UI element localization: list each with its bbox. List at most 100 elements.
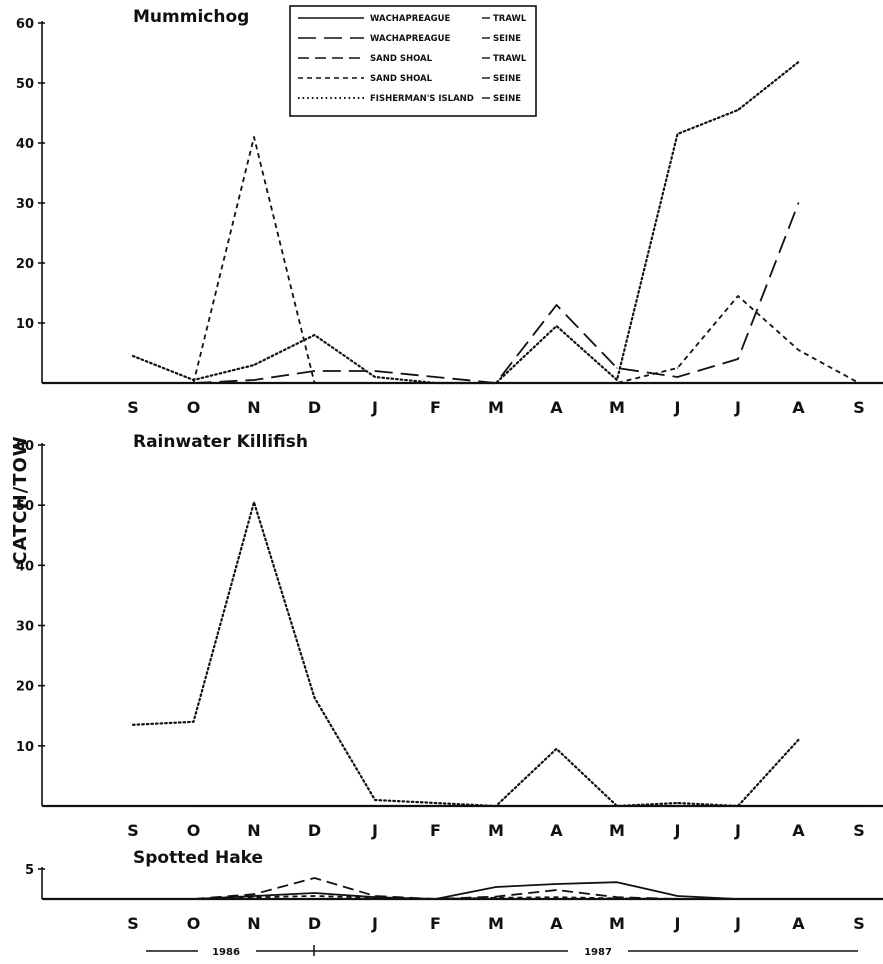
y-tick-label-10: 10 [16,317,34,332]
data-point [797,739,800,741]
panel-1: 10 20 30 40 50 60 S O N D J F M A M J J A S Rainwater Killi… [16,432,883,840]
x-tick-label-11: A [792,398,805,417]
data-point [797,61,800,63]
x-tick-label-3: D [308,914,321,933]
data-point [374,805,376,807]
legend-item-3: SAND SHOAL SEINE [298,74,521,84]
panel-2: 5 S O N D J F M A M J J A S Spotted Hake [25,848,883,933]
x-tick-label-8: M [609,914,625,933]
legend-site: SAND SHOAL [370,54,433,64]
data-point [132,724,134,726]
year-bar: 1986 1987 [146,945,858,958]
x-tick-label-2: N [247,821,260,840]
x-tick-label-3: D [308,821,321,840]
y-tick-label-10: 10 [16,740,34,755]
data-point [676,895,679,897]
series-1 [192,202,800,384]
x-tick-label-4: J [371,398,378,417]
x-tick-label-2: N [247,398,260,417]
series-0 [131,501,800,808]
data-point [676,805,679,807]
legend-item-4: FISHERMAN'S ISLAND SEINE [298,94,521,104]
data-point [313,892,316,894]
x-tick-label-8: M [609,821,625,840]
data-point [374,895,376,897]
legend-site: FISHERMAN'S ISLAND [370,94,474,104]
data-point [313,370,316,372]
legend-gear: TRAWL [493,54,527,64]
y-tick-label-5: 5 [25,863,34,878]
data-point [737,358,739,360]
data-point [495,382,497,384]
x-tick-label-0: S [127,398,139,417]
data-point [555,748,558,750]
data-point [374,376,376,378]
x-tick-label-9: J [674,914,681,933]
x-tick-label-7: A [550,821,563,840]
data-point [555,883,558,885]
data-point [495,805,497,807]
x-tick-label-12: S [853,398,865,417]
data-point [737,382,739,384]
x-tick-label-1: O [187,398,201,417]
series-4 [131,60,800,385]
data-point [495,897,497,899]
x-tick-label-5: F [430,821,441,840]
legend-gear: TRAWL [493,14,527,24]
data-point [192,721,195,723]
data-point [616,367,618,369]
data-point [192,379,195,381]
y-tick-label-60: 60 [16,439,34,454]
year-label-1987: 1987 [584,947,612,958]
x-tick-label-8: M [609,398,625,417]
x-tick-label-5: F [430,398,441,417]
legend-gear: SEINE [493,34,521,44]
data-point [313,382,316,384]
x-tick-label-7: A [550,398,563,417]
data-point [253,382,255,384]
data-point [797,898,800,900]
series-2 [192,895,860,900]
series-1 [192,805,860,807]
data-point [434,802,437,804]
legend-gear: SEINE [493,94,521,104]
legend-site: SAND SHOAL [370,74,433,84]
x-tick-label-3: D [308,398,321,417]
x-tick-label-4: J [371,914,378,933]
y-tick-label-40: 40 [16,137,34,152]
year-label-1986: 1986 [212,947,240,958]
y-tick-label-50: 50 [16,77,34,92]
data-point [253,501,255,503]
panel-title: Mummichog [133,7,249,27]
data-point [374,382,376,384]
data-point [676,376,679,378]
data-point [434,382,437,384]
series-line [193,895,859,900]
panels: 10 20 30 40 50 60 S O N D J F M A M J J A S Mummichog 10 20 30… [16,7,883,933]
x-tick-label-1: O [187,914,201,933]
data-point [616,897,618,900]
x-tick-label-12: S [853,821,865,840]
x-tick-label-10: J [734,398,741,417]
x-tick-label-7: A [550,914,563,933]
data-point [253,136,255,138]
series-line [131,501,800,808]
x-tick-label-9: J [674,821,681,840]
data-point [737,805,739,807]
panel-title: Spotted Hake [133,848,263,868]
x-tick-label-10: J [734,914,741,933]
data-point [858,898,860,900]
data-point [434,898,437,900]
data-point [555,382,558,384]
data-point [555,889,558,891]
x-tick-label-5: F [430,914,441,933]
x-tick-label-6: M [488,821,504,840]
data-point [313,805,316,807]
series-line [193,877,859,900]
series-line [193,202,800,384]
data-point [132,355,134,357]
data-point [313,697,316,699]
data-point [253,379,255,381]
x-tick-label-6: M [488,914,504,933]
